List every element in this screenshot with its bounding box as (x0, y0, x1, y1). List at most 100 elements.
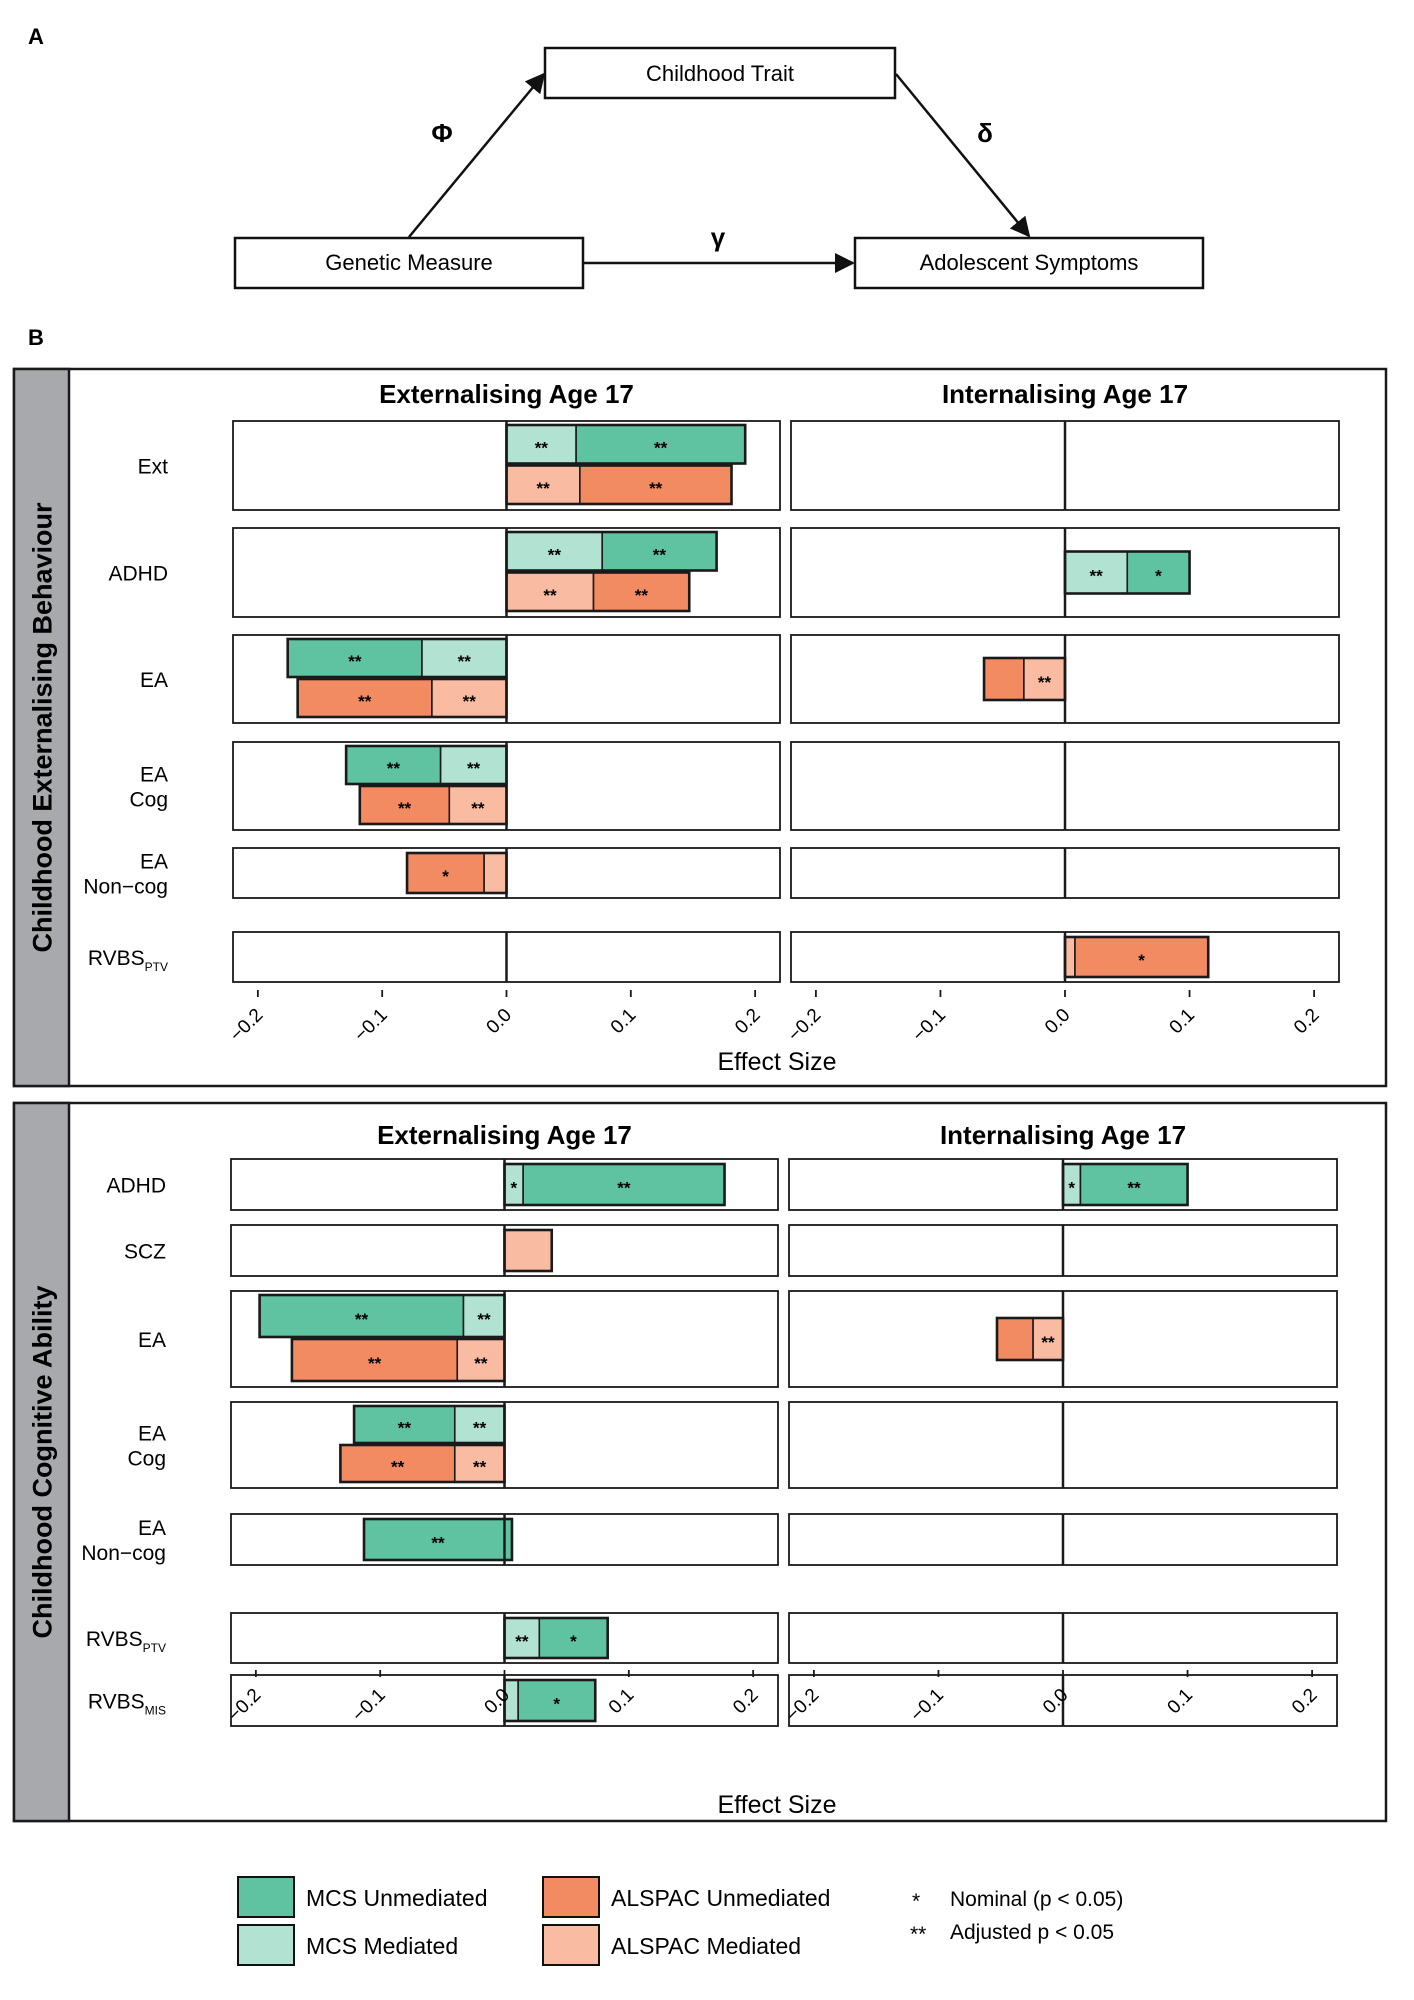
significance-marker: * (511, 1179, 518, 1198)
significance-marker: ** (458, 652, 472, 671)
significance-marker: ** (431, 1534, 445, 1553)
panel-title: Internalising Age 17 (940, 1120, 1186, 1150)
significance-marker: ** (391, 1458, 405, 1477)
significance-marker: ** (467, 759, 481, 778)
bar-segment (601, 531, 718, 572)
bar-segment (421, 638, 508, 678)
bar-segment (538, 1617, 609, 1659)
significance-marker: ** (473, 1458, 487, 1477)
row-label: ADHD (106, 1175, 166, 1198)
facet-strip (12, 1101, 71, 1823)
significance-marker: * (1155, 567, 1162, 586)
gamma-label: γ (711, 222, 726, 252)
bar-segment (431, 678, 508, 718)
bar-segment (1023, 657, 1066, 701)
row-label: EA (138, 1517, 166, 1540)
chart-cognitive-ability: Childhood Cognitive Ability Externalising… (12, 1101, 1388, 1823)
panel-title: Externalising Age 17 (377, 1120, 632, 1150)
significance-marker: ** (635, 586, 649, 605)
significance-marker: ** (1127, 1179, 1141, 1198)
bar-segment (1074, 936, 1210, 978)
row-label: EA (140, 851, 168, 874)
row-label: Non−cog (81, 1542, 166, 1565)
significance-marker: ** (1041, 1333, 1055, 1352)
significance-marker: ** (477, 1310, 491, 1329)
bar-segment (1064, 550, 1129, 595)
significance-marker: ** (368, 1354, 382, 1373)
facet-strip (12, 367, 71, 1088)
row-label: Ext (138, 456, 169, 479)
legend-swatch-alspac-unmediated (542, 1876, 600, 1918)
legend-swatch-alspac-mediated (542, 1924, 600, 1966)
significance-marker: ** (473, 1419, 487, 1438)
significance-marker: ** (398, 799, 412, 818)
legend-adjusted-symbol: ** (910, 1923, 926, 1946)
significance-marker: ** (463, 692, 477, 711)
significance-marker: * (570, 1632, 577, 1651)
significance-marker: ** (649, 479, 663, 498)
row-label: Cog (127, 1448, 166, 1471)
significance-marker: * (1068, 1179, 1075, 1198)
facet-strip-label: Childhood Cognitive Ability (28, 1286, 58, 1639)
row-label: Cog (129, 789, 168, 812)
significance-marker: ** (348, 652, 362, 671)
significance-marker: ** (387, 759, 401, 778)
significance-marker: * (442, 867, 449, 886)
significance-marker: ** (358, 692, 372, 711)
panel-a-diagram: A Childhood Trait Genetic Measure Adoles… (28, 24, 1205, 290)
bar-outline (362, 1517, 514, 1562)
significance-marker: ** (548, 545, 562, 564)
row-label: Non−cog (83, 876, 168, 899)
significance-marker: ** (543, 586, 557, 605)
row-label: SCZ (124, 1241, 166, 1264)
legend-swatch-mcs-unmediated (237, 1876, 295, 1918)
significance-marker: ** (654, 438, 668, 457)
trait-box-label: Childhood Trait (646, 61, 794, 86)
significance-marker: ** (1038, 673, 1052, 692)
row-label: EA (138, 1423, 166, 1446)
symptoms-box (853, 236, 1205, 290)
legend-label-alspac-unmediated: ALSPAC Unmediated (611, 1885, 830, 1911)
significance-marker: ** (537, 479, 551, 498)
significance-marker: ** (1090, 567, 1104, 586)
legend-nominal-symbol: * (912, 1890, 920, 1913)
legend-swatch-mcs-mediated (237, 1924, 295, 1966)
bar-segment (996, 1317, 1034, 1361)
significance-marker: ** (471, 799, 485, 818)
bar-segment (592, 571, 691, 612)
bar-segment (483, 852, 508, 894)
delta-label: δ (977, 118, 993, 148)
phi-arrow (408, 72, 546, 238)
genetic-box-label: Genetic Measure (325, 250, 493, 275)
row-label: EA (140, 764, 168, 787)
bar-segment (258, 1294, 465, 1338)
significance-marker: ** (653, 545, 667, 564)
row-label: RVBSMIS (88, 1691, 166, 1718)
row-label: ADHD (108, 563, 168, 586)
row-label: RVBSPTV (86, 1628, 166, 1655)
genetic-box (233, 236, 585, 290)
bar-segment (983, 657, 1025, 701)
legend-nominal-label: Nominal (p < 0.05) (950, 1888, 1123, 1911)
bar-segment (1064, 936, 1076, 978)
bar-segment (1079, 1163, 1189, 1206)
significance-marker: ** (398, 1419, 412, 1438)
significance-marker: ** (535, 438, 549, 457)
significance-marker: ** (355, 1310, 369, 1329)
panel-a-label: A (28, 24, 44, 49)
legend-label-mcs-unmediated: MCS Unmediated (306, 1885, 488, 1911)
facet-strip-label: Childhood Externalising Behaviour (28, 502, 58, 953)
phi-label: Φ (431, 118, 452, 148)
bar-segment (453, 1405, 506, 1444)
legend-label-alspac-mediated: ALSPAC Mediated (611, 1933, 801, 1959)
legend-label-mcs-mediated: MCS Mediated (306, 1933, 458, 1959)
x-axis-label: Effect Size (717, 1791, 836, 1819)
panel-b-label: B (28, 325, 44, 350)
significance-marker: ** (515, 1632, 529, 1651)
x-axis-label: Effect Size (717, 1048, 836, 1076)
significance-marker: ** (474, 1354, 488, 1373)
delta-arrow (895, 73, 1031, 238)
significance-marker: * (553, 1695, 560, 1714)
row-label: EA (138, 1329, 166, 1352)
